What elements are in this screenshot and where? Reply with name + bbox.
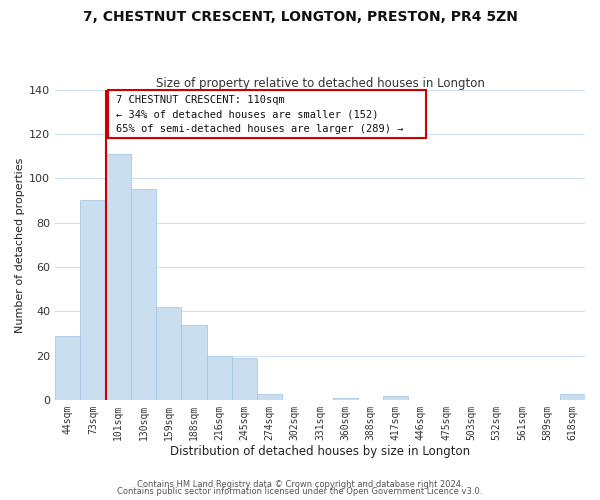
Bar xyxy=(560,394,585,400)
X-axis label: Distribution of detached houses by size in Longton: Distribution of detached houses by size … xyxy=(170,444,470,458)
Text: 7, CHESTNUT CRESCENT, LONGTON, PRESTON, PR4 5ZN: 7, CHESTNUT CRESCENT, LONGTON, PRESTON, … xyxy=(83,10,517,24)
Bar xyxy=(383,396,409,400)
Bar xyxy=(55,336,80,400)
Bar xyxy=(257,394,282,400)
Bar xyxy=(80,200,106,400)
Bar xyxy=(206,356,232,400)
Bar xyxy=(181,325,206,400)
Bar xyxy=(156,307,181,400)
Title: Size of property relative to detached houses in Longton: Size of property relative to detached ho… xyxy=(155,76,485,90)
Text: Contains public sector information licensed under the Open Government Licence v3: Contains public sector information licen… xyxy=(118,487,482,496)
Bar xyxy=(332,398,358,400)
Bar xyxy=(106,154,131,400)
Y-axis label: Number of detached properties: Number of detached properties xyxy=(15,157,25,332)
Text: ← 34% of detached houses are smaller (152): ← 34% of detached houses are smaller (15… xyxy=(116,110,379,120)
Bar xyxy=(131,190,156,400)
Text: 7 CHESTNUT CRESCENT: 110sqm: 7 CHESTNUT CRESCENT: 110sqm xyxy=(116,95,285,105)
Text: Contains HM Land Registry data © Crown copyright and database right 2024.: Contains HM Land Registry data © Crown c… xyxy=(137,480,463,489)
Bar xyxy=(232,358,257,400)
FancyBboxPatch shape xyxy=(108,90,426,138)
Text: 65% of semi-detached houses are larger (289) →: 65% of semi-detached houses are larger (… xyxy=(116,124,404,134)
